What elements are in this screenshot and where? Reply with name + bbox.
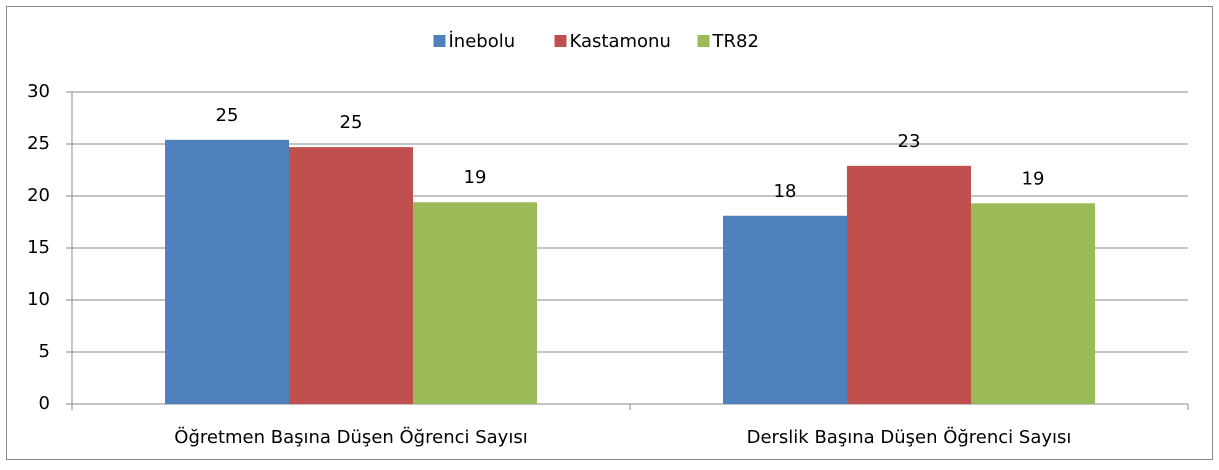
- x-tick-label: Derslik Başına Düşen Öğrenci Sayısı: [747, 426, 1072, 448]
- y-tick-label: 25: [27, 133, 50, 154]
- y-tick-label: 10: [27, 289, 50, 310]
- value-label: 25: [216, 105, 239, 126]
- legend-label: Kastamonu: [570, 31, 671, 52]
- value-label: 23: [898, 131, 921, 152]
- legend-swatch: [554, 35, 567, 47]
- bar: [847, 165, 971, 404]
- legend-label: İnebolu: [449, 31, 516, 52]
- legend-swatch: [433, 35, 446, 47]
- bar: [289, 147, 413, 404]
- bar: [413, 202, 537, 404]
- legend-label: TR82: [712, 31, 759, 52]
- bar: [723, 215, 847, 404]
- value-label: 18: [774, 181, 797, 202]
- bar: [971, 203, 1095, 404]
- legend-swatch: [697, 35, 710, 47]
- x-tick-label: Öğretmen Başına Düşen Öğrenci Sayısı: [174, 426, 527, 448]
- y-tick-label: 0: [39, 393, 50, 414]
- y-tick-label: 15: [27, 237, 50, 258]
- bar: [165, 139, 289, 404]
- value-label: 19: [1022, 168, 1045, 189]
- y-tick-label: 20: [27, 185, 50, 206]
- value-label: 25: [340, 112, 363, 133]
- y-tick-label: 5: [39, 341, 50, 362]
- y-tick-label: 30: [27, 81, 50, 102]
- value-label: 19: [464, 167, 487, 188]
